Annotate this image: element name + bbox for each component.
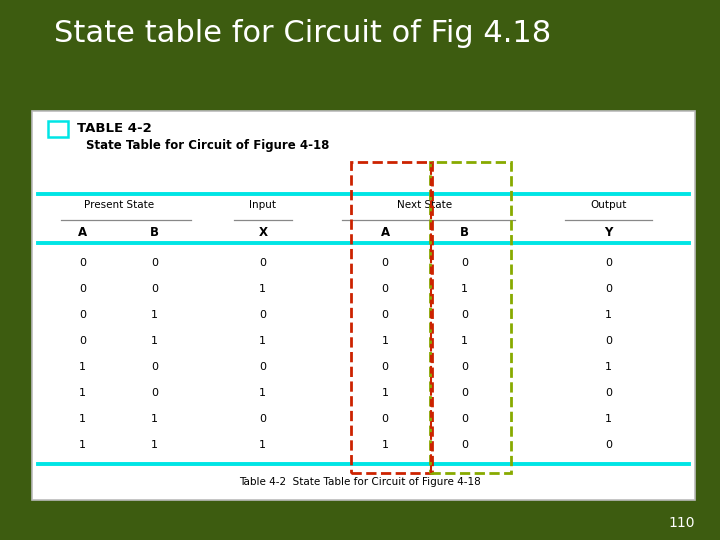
Text: Next State: Next State [397,200,452,210]
Text: A: A [78,226,87,239]
Text: 0: 0 [79,309,86,320]
Text: 1: 1 [259,284,266,294]
Text: 1: 1 [461,336,468,346]
Text: 0: 0 [79,336,86,346]
Text: 110: 110 [668,516,695,530]
Text: 0: 0 [605,388,612,398]
Text: 1: 1 [151,440,158,450]
Text: 0: 0 [605,258,612,267]
Text: 1: 1 [79,414,86,424]
Text: B: B [150,226,159,239]
Text: 0: 0 [382,309,389,320]
Text: 0: 0 [461,440,468,450]
Text: 1: 1 [382,388,389,398]
Text: Y: Y [604,226,613,239]
Text: 1: 1 [382,336,389,346]
Text: Present State: Present State [84,200,154,210]
Text: 0: 0 [382,284,389,294]
Text: 0: 0 [605,336,612,346]
Text: 0: 0 [259,258,266,267]
Text: X: X [258,226,267,239]
Text: 0: 0 [79,258,86,267]
Text: 1: 1 [79,388,86,398]
Text: 0: 0 [79,284,86,294]
Text: Table 4-2  State Table for Circuit of Figure 4-18: Table 4-2 State Table for Circuit of Fig… [239,477,481,487]
Text: TABLE 4-2: TABLE 4-2 [77,122,152,135]
Text: 1: 1 [259,336,266,346]
Text: 1: 1 [79,440,86,450]
Text: 0: 0 [461,362,468,372]
Text: 1: 1 [151,414,158,424]
Text: 0: 0 [461,309,468,320]
Text: 0: 0 [461,258,468,267]
Text: 0: 0 [461,388,468,398]
Text: 1: 1 [382,440,389,450]
Text: State table for Circuit of Fig 4.18: State table for Circuit of Fig 4.18 [54,19,552,48]
Text: 0: 0 [605,284,612,294]
Text: 1: 1 [259,440,266,450]
Text: 1: 1 [605,362,612,372]
Text: 0: 0 [259,362,266,372]
Text: 1: 1 [151,336,158,346]
Text: 1: 1 [461,284,468,294]
Text: State Table for Circuit of Figure 4-18: State Table for Circuit of Figure 4-18 [86,139,330,152]
Text: 1: 1 [605,414,612,424]
Text: 0: 0 [151,258,158,267]
Text: B: B [460,226,469,239]
Text: Output: Output [590,200,626,210]
Text: 0: 0 [259,414,266,424]
Text: 1: 1 [151,309,158,320]
Text: 0: 0 [151,388,158,398]
Text: 1: 1 [259,388,266,398]
Text: 0: 0 [461,414,468,424]
Text: 0: 0 [382,362,389,372]
Text: 0: 0 [382,414,389,424]
Text: 0: 0 [382,258,389,267]
Text: 0: 0 [151,284,158,294]
Text: 0: 0 [259,309,266,320]
Text: 1: 1 [605,309,612,320]
Text: Input: Input [249,200,276,210]
Text: A: A [381,226,390,239]
Text: 0: 0 [151,362,158,372]
Text: 0: 0 [605,440,612,450]
Text: 1: 1 [79,362,86,372]
Bar [48,122,68,137]
FancyBboxPatch shape [32,111,695,500]
